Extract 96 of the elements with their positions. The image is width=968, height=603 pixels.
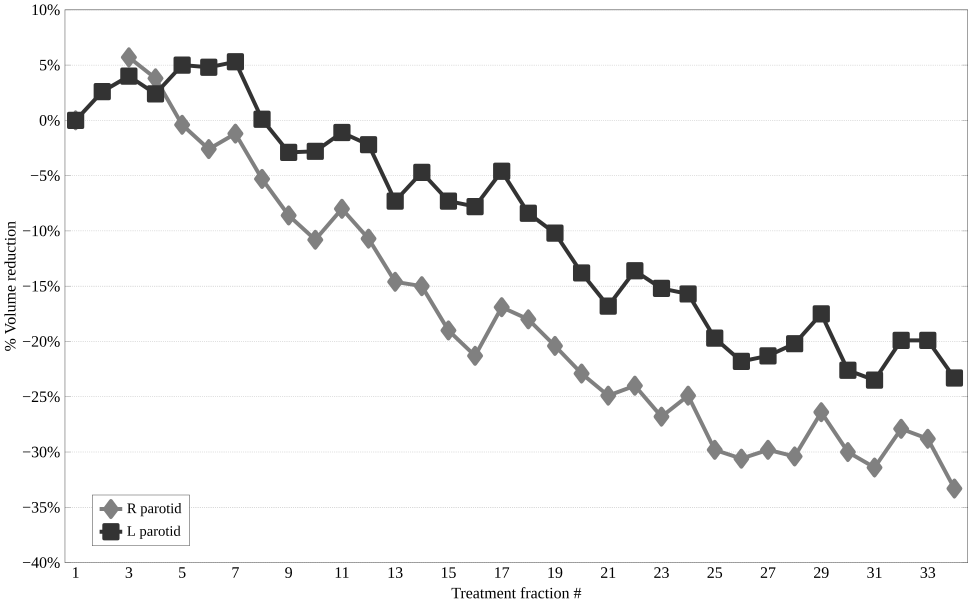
y-tick-label: −25% [22, 391, 60, 402]
point [786, 335, 804, 352]
y-tick-label: −5% [30, 170, 60, 182]
point [892, 332, 910, 350]
point [120, 47, 137, 68]
point [494, 297, 510, 318]
point [652, 280, 670, 298]
point [680, 285, 697, 303]
x-tick-label: 33 [920, 567, 936, 578]
point [226, 53, 244, 70]
x-tick-label: 21 [600, 567, 616, 578]
point [840, 442, 856, 462]
point [520, 310, 536, 330]
point [812, 305, 830, 323]
point [920, 428, 936, 449]
point [547, 336, 563, 356]
y-axis-title: % Volume reduction [4, 221, 16, 351]
point [546, 224, 564, 242]
point [333, 124, 351, 142]
y-tick-label: 10% [32, 4, 60, 16]
point [600, 298, 617, 315]
x-tick-label: 29 [814, 567, 829, 578]
point [680, 386, 696, 406]
point [200, 139, 217, 160]
point [654, 406, 670, 427]
point [706, 440, 723, 460]
point [759, 347, 777, 365]
y-tick-label: −40% [22, 557, 60, 568]
x-tick-label: 27 [760, 567, 776, 578]
point [626, 262, 644, 280]
x-tick-label: 9 [285, 567, 292, 578]
x-tick-label: 19 [548, 567, 562, 578]
point [520, 204, 537, 222]
point [467, 346, 484, 366]
x-tick-label: 17 [495, 567, 510, 578]
point [174, 114, 190, 135]
x-tick-label: 25 [708, 567, 722, 578]
x-tick-label: 31 [867, 567, 882, 578]
point [200, 58, 218, 76]
point [493, 162, 510, 180]
point [786, 446, 803, 466]
y-tick-label: −10% [22, 226, 60, 236]
point [466, 198, 484, 216]
y-tick-label: −35% [22, 502, 60, 513]
x-tick-label: 23 [654, 567, 669, 578]
point [387, 272, 404, 292]
point [893, 418, 910, 439]
point [307, 230, 324, 250]
point [600, 386, 616, 406]
y-tick-label: 5% [40, 60, 60, 71]
legend-label: L parotid [127, 526, 181, 539]
point [227, 124, 244, 144]
point [146, 85, 164, 103]
point [440, 192, 458, 210]
x-tick-label: 5 [179, 567, 186, 578]
point [839, 362, 857, 379]
point [254, 169, 270, 189]
point [574, 364, 590, 384]
point [946, 478, 962, 499]
point [174, 56, 191, 74]
point [360, 228, 377, 249]
point [280, 206, 297, 226]
point [866, 458, 882, 478]
point [706, 330, 724, 347]
legend-label: R parotid [127, 503, 182, 516]
point [386, 192, 404, 210]
point [414, 276, 430, 296]
point [919, 332, 936, 350]
point [94, 83, 111, 100]
point [413, 164, 430, 182]
y-tick-label: 0% [40, 115, 60, 126]
y-tick-label: −30% [22, 446, 60, 458]
point [813, 402, 830, 422]
x-tick-label: 15 [442, 567, 456, 578]
point [360, 136, 378, 154]
x-tick-label: 13 [388, 567, 403, 578]
point [760, 440, 776, 460]
y-tick-label: −15% [22, 280, 60, 292]
point [334, 198, 350, 219]
point [280, 144, 298, 162]
x-tick-label: 1 [73, 567, 79, 578]
x-tick-label: 7 [232, 567, 239, 578]
point [306, 142, 324, 160]
point [946, 369, 964, 387]
point [253, 110, 271, 128]
point [732, 352, 750, 370]
y-tick-label: −20% [22, 336, 60, 347]
point [733, 448, 750, 469]
point [440, 320, 456, 340]
x-tick-label: 11 [336, 567, 349, 578]
point [572, 264, 590, 282]
x-tick-label: 3 [126, 567, 132, 578]
point [120, 68, 138, 85]
point [866, 372, 884, 389]
x-axis-title: Treatment fraction # [452, 587, 582, 598]
point [626, 376, 643, 396]
